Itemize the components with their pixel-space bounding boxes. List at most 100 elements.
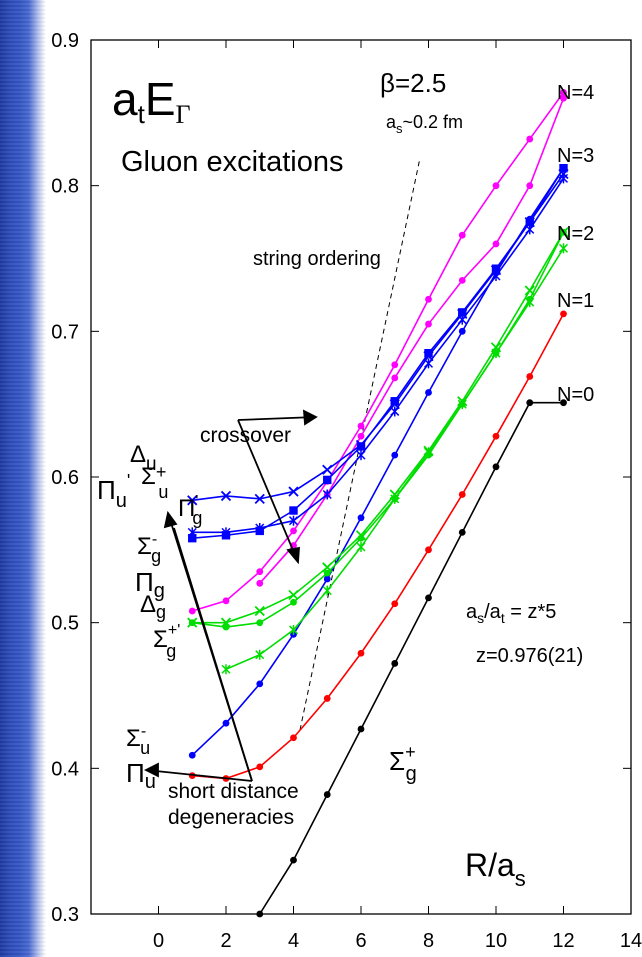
data-point — [458, 491, 466, 498]
data-point — [254, 493, 265, 504]
crossover-label: crossover — [200, 424, 291, 447]
data-point — [526, 399, 534, 407]
data-point — [391, 361, 399, 369]
data-point — [425, 320, 432, 328]
data-point — [256, 680, 264, 688]
data-point — [256, 910, 264, 918]
y-tick-label: 0.7 — [51, 321, 79, 343]
y-tick-label: 0.3 — [51, 904, 79, 926]
label-pi-u-prime: Πu' — [97, 471, 130, 512]
y-tick-label: 0.9 — [51, 30, 79, 52]
label-sigma-u-minus: Σ-u — [126, 723, 150, 758]
n1-label: N=1 — [557, 290, 594, 312]
data-point — [491, 348, 501, 359]
z-value-label: z=0.976(21) — [476, 645, 583, 667]
series-line — [192, 91, 565, 612]
label-pi-g-prime: Π' g — [178, 493, 202, 528]
data-point — [288, 486, 299, 497]
x-tick-label: 12 — [552, 930, 574, 952]
data-point — [560, 89, 567, 96]
series-line — [192, 231, 565, 624]
data-point — [525, 217, 534, 227]
data-point — [525, 297, 535, 308]
degeneracies-label: degeneracies — [168, 806, 294, 829]
x-tick-label: 8 — [423, 930, 434, 952]
data-point — [423, 447, 434, 458]
data-point — [492, 182, 500, 190]
data-point — [256, 763, 264, 771]
data-point — [290, 598, 297, 606]
data-point — [423, 358, 434, 369]
annotation-arrows — [143, 409, 318, 782]
data-point — [391, 451, 399, 459]
data-point — [560, 228, 567, 236]
data-point — [558, 243, 569, 254]
data-point — [357, 725, 365, 733]
label-sigma-g-plus: Σ+ g — [389, 742, 417, 785]
x-axis-title: R/as — [465, 847, 526, 891]
series-group — [187, 89, 569, 918]
data-point — [425, 594, 432, 602]
data-point — [222, 623, 230, 631]
data-point — [322, 464, 333, 475]
label-sigma-g-minus: Σ-g — [137, 531, 161, 566]
label-pi-u: Πu — [126, 758, 156, 793]
label-sigma-g-plus-prime: Σ+' g — [153, 622, 180, 661]
label-sigma-u-plus: Σ+ u — [141, 462, 168, 502]
data-point — [560, 94, 567, 102]
n2-label: N=2 — [557, 223, 594, 245]
data-point — [323, 575, 331, 583]
data-point — [391, 374, 399, 382]
data-point — [255, 522, 265, 533]
data-point — [221, 664, 231, 675]
x-tick-label: 4 — [288, 930, 299, 952]
n0-label: N=0 — [557, 384, 594, 406]
data-point — [254, 605, 265, 617]
data-point — [491, 264, 501, 273]
series-line — [259, 97, 565, 584]
data-point — [188, 619, 196, 627]
data-point — [356, 541, 366, 552]
data-point — [188, 533, 197, 543]
data-point — [356, 450, 366, 461]
data-point — [187, 527, 197, 538]
data-point — [323, 475, 332, 485]
data-point — [357, 514, 365, 522]
y-tick-label: 0.6 — [51, 467, 79, 489]
data-point — [458, 308, 467, 317]
data-point — [560, 399, 567, 407]
data-point — [323, 791, 331, 798]
data-point — [222, 719, 230, 727]
data-point — [458, 276, 466, 284]
data-point — [492, 432, 500, 440]
data-point — [188, 751, 196, 759]
data-point — [290, 527, 297, 535]
data-point — [458, 528, 466, 536]
data-point — [322, 489, 332, 500]
spacing-label: as~0.2 fm — [386, 112, 463, 136]
beta-label: β=2.5 — [380, 68, 446, 98]
axis-ticks — [91, 39, 632, 915]
y-tick-label: 0.5 — [51, 613, 79, 635]
data-point — [560, 310, 567, 318]
data-point — [290, 856, 297, 864]
y-axis-title: atEΓ — [112, 73, 191, 129]
data-point — [559, 163, 568, 173]
data-point — [391, 600, 399, 608]
x-tick-label: 0 — [153, 930, 164, 952]
data-point — [424, 348, 433, 358]
data-point — [526, 182, 534, 190]
series-line — [192, 313, 565, 780]
data-point — [458, 327, 466, 335]
series-line — [191, 167, 565, 756]
data-point — [323, 569, 331, 577]
label-delta-u: Δu — [130, 441, 157, 475]
string-ordering-label: string ordering — [253, 248, 381, 270]
data-point — [425, 295, 432, 303]
data-point — [492, 463, 500, 471]
data-point — [356, 442, 366, 451]
data-point — [187, 495, 198, 506]
data-point — [222, 597, 230, 605]
data-point — [558, 173, 569, 184]
y-tick-label: 0.8 — [51, 176, 79, 198]
